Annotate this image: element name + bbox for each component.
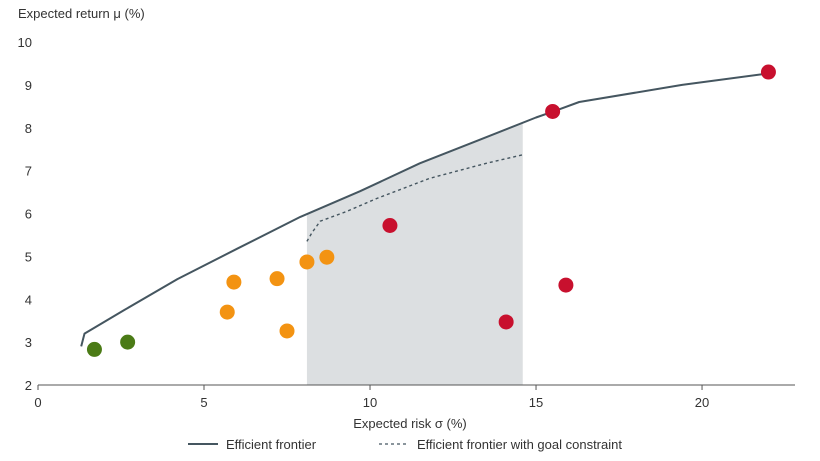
x-tick-label: 0 — [34, 395, 41, 410]
y-tick-label: 2 — [25, 378, 32, 393]
shaded-region — [306, 122, 523, 386]
portfolio-point — [219, 304, 235, 320]
y-tick-label: 10 — [18, 35, 32, 50]
x-axis-title: Expected risk σ (%) — [353, 416, 467, 431]
y-tick-label: 8 — [25, 121, 32, 136]
legend-label-efficient-frontier: Efficient frontier — [226, 437, 317, 452]
portfolio-point — [226, 274, 242, 290]
portfolio-point — [86, 341, 102, 357]
legend: Efficient frontier Efficient frontier wi… — [188, 437, 622, 452]
y-tick-label: 6 — [25, 207, 32, 222]
portfolio-point — [279, 323, 295, 339]
portfolio-point — [382, 218, 398, 234]
x-tick-label: 10 — [363, 395, 377, 410]
portfolio-point — [760, 64, 776, 80]
portfolio-point — [299, 254, 315, 270]
legend-label-goal-constraint: Efficient frontier with goal constraint — [417, 437, 622, 452]
portfolio-point — [498, 314, 514, 330]
goal-constraint-frontier-line — [306, 154, 523, 242]
x-tick-label: 15 — [529, 395, 543, 410]
point-layer — [86, 64, 776, 357]
portfolio-point — [319, 249, 335, 265]
y-tick-label: 5 — [25, 249, 32, 264]
x-tick-label: 5 — [200, 395, 207, 410]
y-axis-title: Expected return μ (%) — [18, 6, 145, 21]
y-tick-label: 9 — [25, 78, 32, 93]
portfolio-point — [120, 334, 136, 350]
portfolio-point — [558, 277, 574, 293]
portfolio-point — [545, 103, 561, 119]
x-tick-label: 20 — [695, 395, 709, 410]
tick-layer: 0 5 10 15 20 2 3 4 5 6 7 8 9 10 — [18, 35, 710, 410]
axis-layer — [37, 384, 795, 390]
portfolio-point — [269, 271, 285, 287]
y-tick-label: 3 — [25, 335, 32, 350]
y-tick-label: 4 — [25, 292, 32, 307]
shaded-region-layer — [306, 122, 523, 386]
y-tick-label: 7 — [25, 164, 32, 179]
efficient-frontier-line — [80, 71, 772, 347]
line-layer — [80, 71, 772, 347]
